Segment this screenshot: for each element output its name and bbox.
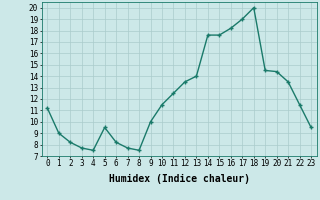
X-axis label: Humidex (Indice chaleur): Humidex (Indice chaleur)	[109, 174, 250, 184]
